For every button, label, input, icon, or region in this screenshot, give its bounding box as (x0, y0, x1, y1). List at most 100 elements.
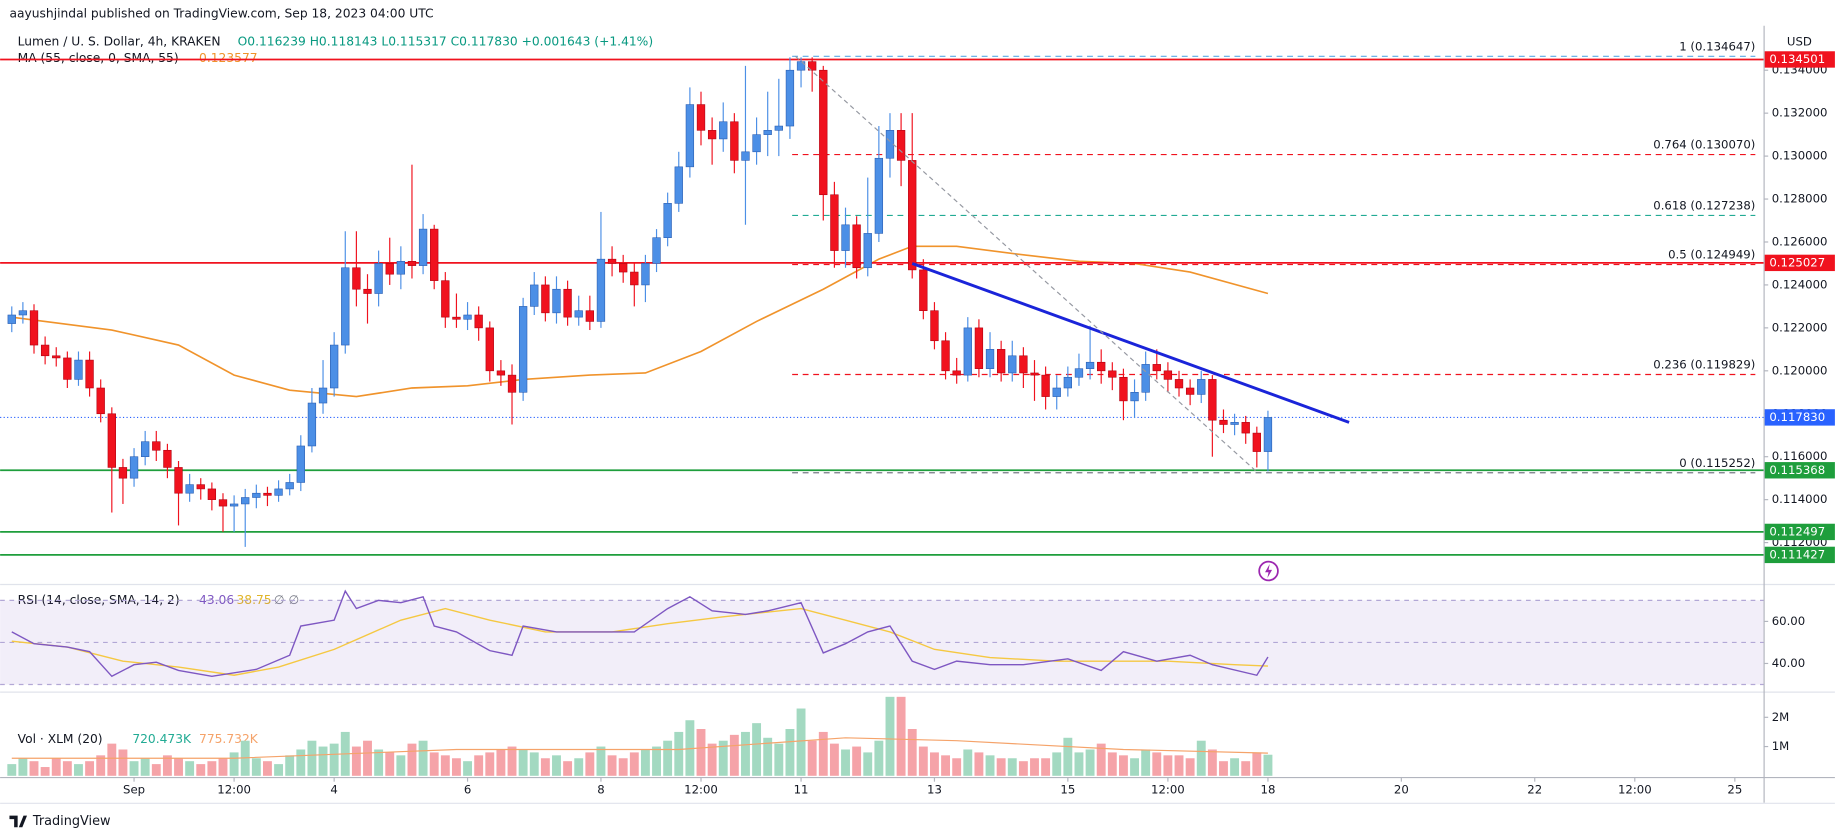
last-price-label: 0.117830 (1769, 410, 1825, 424)
candle-body (185, 484, 194, 494)
volume-bar (474, 755, 484, 776)
volume-bar (696, 729, 706, 776)
volume-bar (574, 758, 584, 776)
volume-bar (351, 746, 361, 776)
volume-bar (251, 758, 261, 776)
volume-bar (818, 731, 828, 776)
candle-body (585, 310, 594, 322)
candle-body (774, 125, 783, 131)
candle-body (207, 488, 217, 500)
volume-bar (741, 731, 750, 776)
candle-body (485, 327, 494, 372)
volume-bar (296, 749, 306, 776)
y-tick-label: 0.116000 (1772, 449, 1828, 463)
volume-bar (407, 743, 417, 776)
candle-body (1097, 361, 1106, 372)
moving-average (11, 245, 1269, 398)
candle-body (196, 484, 205, 490)
candle-body (1030, 372, 1039, 376)
volume-bar (585, 752, 595, 776)
volume-bar (18, 758, 28, 776)
candle-body (1219, 419, 1228, 425)
ohlc-values: O0.116239 H0.118143 L0.115317 C0.117830 … (238, 35, 654, 49)
candle-body (174, 467, 183, 494)
volume-bar (1063, 737, 1073, 776)
volume-bar (162, 755, 172, 776)
x-tick-label: 6 (464, 782, 471, 796)
candle-body (641, 263, 650, 286)
candle-body (452, 316, 461, 320)
volume-bar (229, 752, 239, 776)
volume-bar (1018, 761, 1028, 776)
currency: USD (1787, 35, 1812, 49)
candle-body (1130, 391, 1139, 402)
volume-bar (374, 749, 384, 776)
volume-bar (274, 764, 284, 776)
volume-bar (1185, 758, 1195, 776)
alert-icon[interactable] (1258, 560, 1279, 582)
candle-body (1008, 355, 1017, 374)
volume-bar (1241, 761, 1251, 776)
fib-label: 0.764 (0.130070) (1653, 138, 1755, 152)
candle-body (85, 359, 94, 389)
candle-body (808, 61, 817, 71)
candle-body (1052, 387, 1061, 397)
candle-body (1063, 376, 1073, 389)
rsi-tick-label: 40.00 (1772, 656, 1805, 670)
candle-body (908, 160, 917, 271)
candle-body (496, 370, 506, 376)
volume-bar (1152, 752, 1162, 776)
candle-body (430, 228, 439, 281)
candle-body (374, 263, 383, 294)
volume-bar (451, 758, 461, 776)
candle-body (474, 314, 483, 329)
candle-body (407, 261, 417, 266)
candle-body (341, 267, 350, 346)
fib-label: 0.236 (0.119829) (1653, 358, 1755, 372)
last-price-box (1764, 409, 1835, 426)
volume-bar (563, 761, 573, 776)
volume-bar (863, 752, 873, 776)
volume-bar (552, 755, 561, 776)
volume-bar (829, 743, 839, 776)
volume-bar (1085, 749, 1095, 776)
volume-bar (207, 761, 217, 776)
level-box (1764, 51, 1835, 68)
level-box (1764, 546, 1835, 564)
rsi-line (11, 589, 1269, 678)
volume-legend: Vol · XLM (20) (18, 732, 103, 746)
volume-bar (285, 755, 295, 776)
volume-bar (930, 752, 939, 776)
volume-bar (196, 764, 206, 776)
volume-bar (629, 752, 639, 776)
candle-body (796, 61, 806, 71)
volume-bar (785, 729, 795, 776)
candle-body (830, 194, 839, 251)
candle-body (18, 310, 28, 316)
volume-bar (1230, 758, 1240, 776)
volume-bar (907, 729, 917, 776)
alert-bolt[interactable] (1265, 564, 1273, 579)
volume-bar (1263, 754, 1273, 776)
y-tick-label: 0.130000 (1772, 149, 1828, 163)
candle-body (107, 413, 116, 468)
candle-body (1074, 368, 1084, 378)
footer-logo (9, 815, 28, 828)
candle-body (152, 441, 161, 451)
rsi-extra: ∅ ∅ (274, 593, 299, 607)
candle-body (941, 340, 950, 372)
volume-bar (663, 740, 673, 776)
volume-bar (874, 740, 884, 776)
volume-bar (985, 755, 995, 776)
candle-body (852, 224, 861, 269)
y-tick-label: 0.122000 (1772, 320, 1828, 334)
volume-bar (418, 740, 428, 776)
trendline (911, 262, 1350, 424)
volume-bar (1219, 761, 1228, 776)
candle-body (229, 503, 239, 507)
candle-body (1019, 355, 1028, 374)
volume-bar (1118, 755, 1128, 776)
y-tick-label: 0.132000 (1772, 106, 1828, 120)
x-tick-label: 12:00 (217, 782, 251, 796)
candle-body (1141, 364, 1150, 393)
